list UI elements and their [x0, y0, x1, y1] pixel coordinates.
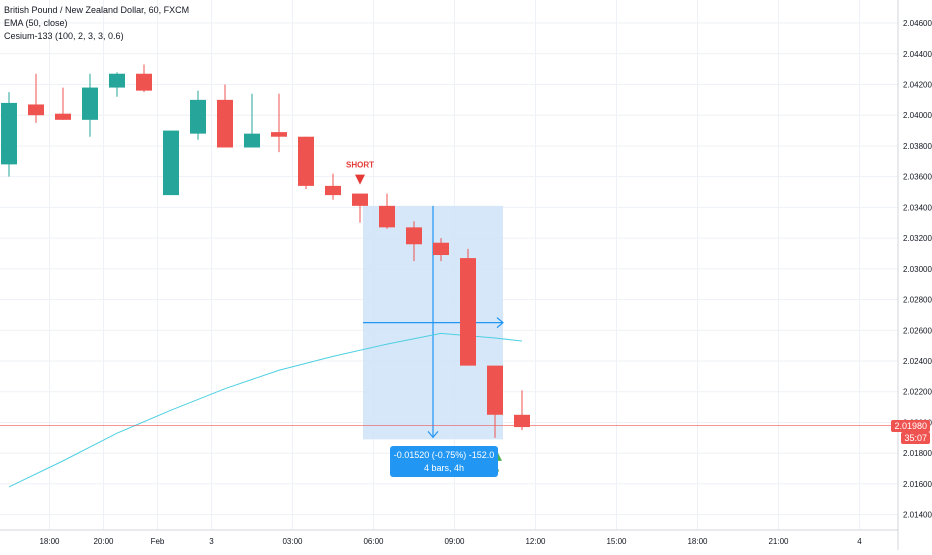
candle-body — [325, 185, 341, 196]
symbol-title: British Pound / New Zealand Dollar, 60, … — [4, 5, 190, 15]
measure-change: -0.01520 (-0.75%) -152.0 — [393, 450, 495, 460]
candle-body — [433, 242, 449, 256]
price-axis-label: 2.01400 — [903, 511, 932, 520]
price-axis-label: 2.04400 — [903, 50, 932, 59]
time-axis-label: 20:00 — [93, 537, 114, 546]
candle-body — [244, 133, 260, 148]
countdown-badge: 35:07 — [901, 431, 930, 444]
price-axis-label: 2.03600 — [903, 173, 932, 182]
measure-arrow-head-down — [427, 430, 439, 439]
candle-body — [55, 113, 71, 120]
measure-arrow-head-right — [496, 317, 504, 329]
chart-legend: British Pound / New Zealand Dollar, 60, … — [4, 4, 189, 43]
candle-body — [352, 193, 368, 206]
price-axis-label: 2.02600 — [903, 326, 932, 335]
price-axis-label: 2.04600 — [903, 19, 932, 28]
short-signal-arrow — [355, 174, 365, 185]
price-axis-label: 2.03000 — [903, 265, 932, 274]
price-axis-label: 2.03800 — [903, 142, 932, 151]
time-axis-label: 18:00 — [687, 537, 708, 546]
price-axis-label: 2.03200 — [903, 234, 932, 243]
current-price-badge: 2.01980 — [891, 419, 930, 432]
candle-body — [460, 258, 476, 366]
time-axis-label: Feb — [151, 537, 165, 546]
price-axis-label: 2.02800 — [903, 296, 932, 305]
candle-body — [271, 132, 287, 137]
price-axis-label: 2.04000 — [903, 111, 932, 120]
time-axis-label: 12:00 — [525, 537, 546, 546]
ema-line — [8, 332, 523, 488]
candle-body — [136, 73, 152, 91]
price-axis-label: 2.01800 — [903, 449, 932, 458]
candle-body — [163, 130, 179, 196]
time-axis-label: 09:00 — [444, 537, 465, 546]
candle-body — [514, 414, 530, 428]
price-axis-label: 2.04200 — [903, 80, 932, 89]
candle-body — [190, 99, 206, 134]
price-axis-label: 2.01600 — [903, 480, 932, 489]
time-axis-label: 03:00 — [282, 537, 303, 546]
measure-bars: 4 bars, 4h — [423, 463, 465, 473]
candle-body — [1, 102, 17, 165]
ema-legend[interactable]: EMA (50, close) — [4, 18, 68, 28]
price-axis-label: 2.02400 — [903, 357, 932, 366]
indicator-legend[interactable]: Cesium-133 (100, 2, 3, 3, 0.6) — [4, 31, 124, 41]
time-axis-label: 06:00 — [363, 537, 384, 546]
time-axis-label: 18:00 — [39, 537, 60, 546]
time-axis-label: 4 — [857, 537, 862, 546]
measure-tooltip: -0.01520 (-0.75%) -152.0 4 bars, 4h — [390, 446, 498, 477]
candle-body — [487, 365, 503, 415]
candle-body — [379, 205, 395, 228]
price-axis-label: 2.03400 — [903, 203, 932, 212]
candle-body — [298, 136, 314, 186]
candle-body — [406, 227, 422, 245]
candle-body — [109, 73, 125, 88]
time-axis-label: 21:00 — [768, 537, 789, 546]
candle-body — [28, 104, 44, 116]
price-axis-label: 2.02200 — [903, 388, 932, 397]
current-price-value: 2.01980 — [894, 420, 927, 431]
short-signal-label: SHORT — [346, 161, 374, 170]
time-axis-label: 3 — [209, 537, 214, 546]
time-axis-label: 15:00 — [606, 537, 627, 546]
candle-body — [82, 87, 98, 120]
candle-body — [217, 99, 233, 148]
bar-countdown: 35:07 — [904, 432, 927, 443]
